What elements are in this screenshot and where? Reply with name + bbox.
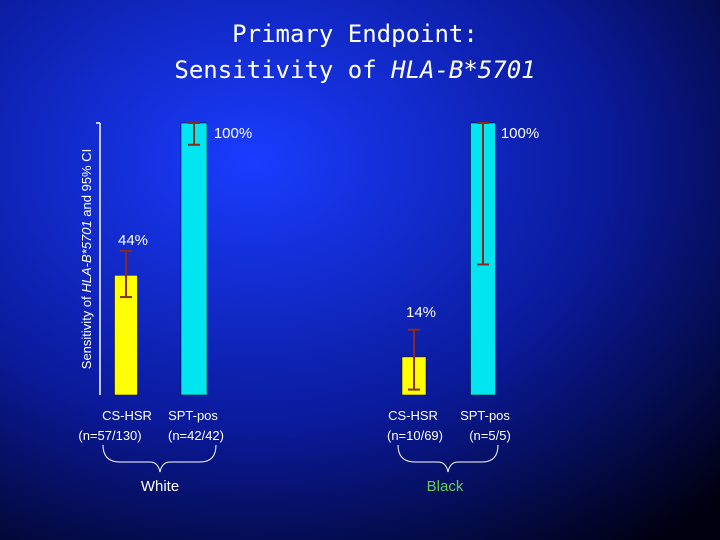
subtitle-text: Sensitivity of (174, 56, 376, 84)
group-label: White (141, 478, 179, 495)
bar (180, 122, 208, 396)
group-brace (102, 444, 217, 473)
value-label: 14% (406, 304, 436, 321)
value-label: 100% (214, 125, 252, 142)
x-tick-label: CS-HSR (102, 408, 152, 423)
x-tick-label: SPT-pos (168, 408, 218, 423)
x-tick-label: (n=5/5) (469, 428, 511, 443)
group-brace (397, 444, 499, 473)
x-tick-label: SPT-pos (460, 408, 510, 423)
subtitle-italic: HLA-B*5701 (390, 56, 536, 84)
y-axis-label: Sensitivity of HLA-B*5701 and 95% CI (79, 149, 94, 369)
x-tick-label: (n=57/130) (78, 428, 141, 443)
group-label: Black (427, 478, 464, 495)
x-tick-label: (n=42/42) (168, 428, 224, 443)
value-label: 100% (501, 125, 539, 142)
value-label: 44% (118, 232, 148, 249)
chart-subtitle: Sensitivity of HLA-B*5701 (174, 56, 535, 84)
chart-title: Primary Endpoint: (232, 20, 478, 48)
x-tick-label: (n=10/69) (387, 428, 443, 443)
y-label-italic: HLA-B*5701 (79, 220, 94, 292)
y-label-part: Sensitivity of (79, 296, 94, 369)
x-tick-label: CS-HSR (388, 408, 438, 423)
y-label-part: and 95% CI (79, 149, 94, 217)
